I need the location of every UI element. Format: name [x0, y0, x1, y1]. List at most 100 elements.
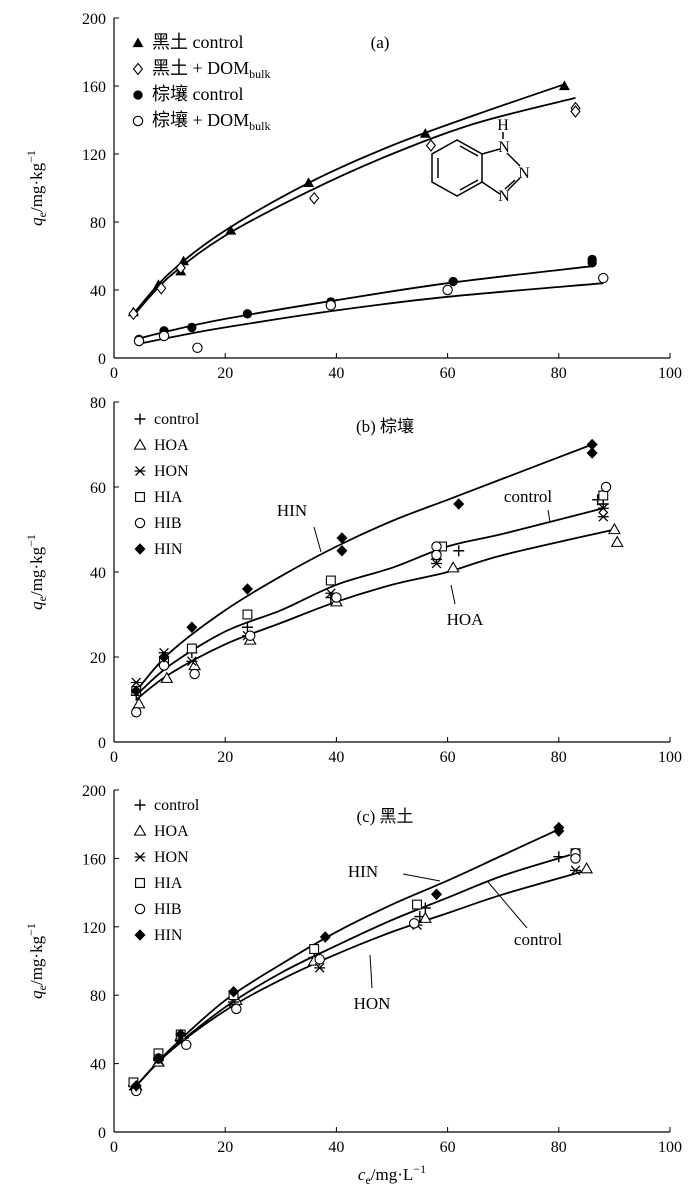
data-point: [309, 944, 320, 954]
x-axis-label: ce/mg·L−1: [358, 1162, 426, 1187]
data-point: [570, 105, 581, 118]
bond: [506, 152, 521, 167]
y-axis-label: qe/mg·kg−1: [24, 150, 49, 226]
data-point: [430, 888, 442, 901]
x-tick-label: 20: [217, 749, 233, 766]
legend-label: 棕壤 + DOMbulk: [152, 110, 271, 133]
fit-curve-2: [135, 854, 571, 1087]
legend-label: 黑土 + DOMbulk: [152, 58, 271, 81]
data-point: [442, 284, 453, 296]
curve-annotation: HIN: [348, 862, 378, 881]
legend-label: HIN: [154, 541, 183, 558]
y-tick-label: 80: [90, 215, 106, 232]
legend-marker: [134, 852, 146, 862]
data-point: [336, 544, 348, 557]
data-point: [241, 583, 253, 595]
data-point: [303, 177, 315, 188]
data-point: [431, 541, 442, 552]
atom-label: N: [498, 188, 510, 205]
curve-annotation: HON: [354, 994, 391, 1013]
data-point: [453, 498, 465, 510]
y-tick-label: 0: [98, 1125, 106, 1142]
legend-marker: [132, 115, 144, 127]
double-bond: [459, 145, 479, 157]
curve-annotation: control: [504, 487, 552, 506]
data-point: [244, 630, 256, 641]
bond: [507, 177, 521, 191]
legend-label: HIB: [154, 515, 182, 532]
data-point: [242, 309, 253, 319]
legend-marker: [134, 929, 146, 941]
data-point: [175, 261, 186, 275]
fit-curve-3: [135, 265, 593, 341]
y-tick-label: 80: [90, 395, 106, 412]
y-tick-label: 60: [90, 480, 106, 497]
data-point: [130, 685, 142, 697]
data-point: [331, 592, 342, 603]
data-point: [418, 911, 432, 923]
data-point: [160, 671, 174, 683]
x-tick-label: 60: [440, 749, 456, 766]
annotation-leader: [487, 881, 528, 929]
panel-title: (c) 黑土: [356, 807, 413, 826]
data-point: [569, 865, 581, 876]
data-point: [186, 643, 197, 654]
data-point: [130, 1080, 142, 1092]
benzene-ring: [431, 139, 483, 197]
x-tick-label: 60: [440, 1139, 456, 1156]
curve-annotation: HIN: [277, 501, 307, 520]
x-tick-label: 0: [110, 749, 118, 766]
legend-label: HIA: [154, 489, 183, 506]
x-tick-label: 0: [110, 1139, 118, 1156]
data-point: [152, 1052, 164, 1065]
x-tick-label: 60: [440, 365, 456, 382]
series-2: [129, 862, 594, 1091]
data-point: [597, 503, 609, 514]
data-point: [587, 258, 597, 268]
legend-marker: [134, 413, 146, 425]
data-point: [186, 621, 198, 634]
data-point: [586, 447, 598, 459]
data-point: [181, 1039, 192, 1051]
data-point: [586, 438, 598, 451]
fit-curve-1: [135, 443, 593, 692]
legend-label: 黑土 control: [152, 32, 244, 52]
data-point: [425, 139, 437, 152]
fit-curve-4: [136, 282, 604, 346]
legend-label: HIA: [154, 875, 183, 892]
annotation-leader: [369, 954, 373, 989]
data-point: [419, 128, 431, 138]
legend: control HOA HON HIA HIB HIN: [133, 411, 200, 558]
data-point: [553, 825, 565, 837]
data-point: [130, 677, 142, 688]
data-point: [189, 668, 200, 680]
y-tick-label: 0: [98, 735, 106, 752]
fit-curve-1: [132, 83, 565, 315]
x-tick-label: 100: [658, 749, 682, 766]
data-point: [314, 962, 326, 973]
y-tick-label: 0: [98, 351, 106, 368]
x-tick-label: 100: [658, 1139, 682, 1156]
curve-annotation: HOA: [447, 610, 485, 629]
data-point: [187, 322, 197, 333]
x-tick-label: 40: [328, 749, 344, 766]
data-point: [446, 561, 460, 573]
series-4: [131, 490, 609, 696]
legend-label: 棕壤 control: [152, 84, 244, 104]
y-tick-label: 160: [82, 851, 106, 868]
curve-annotation: control: [514, 930, 562, 949]
legend-marker: [133, 438, 147, 450]
data-point: [409, 918, 420, 929]
panel-title: (b) 棕壤: [356, 416, 414, 436]
y-axis-label: qe/mg·kg−1: [24, 534, 49, 610]
data-point: [131, 707, 142, 718]
annotation-leader: [450, 584, 456, 605]
data-point: [241, 621, 253, 633]
data-point: [225, 225, 237, 235]
x-tick-label: 80: [551, 1139, 567, 1156]
data-point: [597, 511, 609, 522]
legend-marker: [133, 824, 147, 836]
panel-a: 0 20 40 60 80 100 0 40 80 120 160 200 qe/mg·kg−1 (a) 黑…: [24, 11, 682, 382]
bond: [481, 181, 501, 195]
